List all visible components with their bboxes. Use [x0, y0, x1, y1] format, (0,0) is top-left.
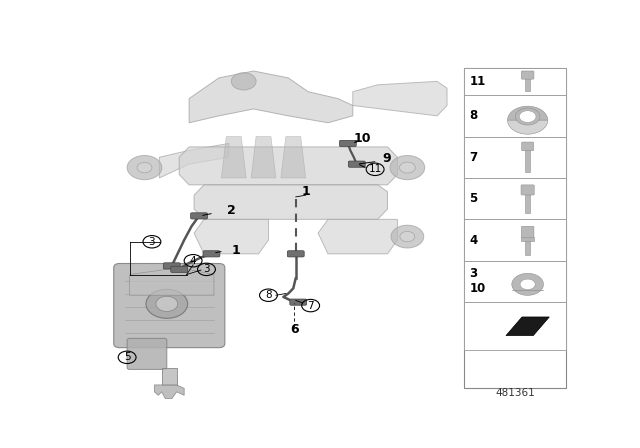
FancyBboxPatch shape [114, 263, 225, 348]
Polygon shape [281, 137, 306, 178]
FancyBboxPatch shape [171, 266, 188, 272]
Text: 3
10: 3 10 [469, 267, 486, 295]
Polygon shape [162, 368, 177, 385]
Text: 8: 8 [265, 290, 272, 300]
Circle shape [391, 225, 424, 248]
Polygon shape [129, 267, 214, 295]
Text: 9: 9 [382, 152, 391, 165]
Text: 11: 11 [369, 164, 381, 174]
Polygon shape [179, 147, 397, 185]
Circle shape [512, 273, 543, 295]
Polygon shape [159, 143, 229, 178]
Text: 5: 5 [124, 352, 131, 362]
Bar [525, 194, 531, 213]
FancyBboxPatch shape [522, 71, 534, 79]
Circle shape [156, 296, 178, 311]
Polygon shape [318, 220, 397, 254]
Text: 4: 4 [190, 256, 196, 266]
FancyBboxPatch shape [290, 299, 307, 305]
Circle shape [146, 289, 188, 319]
Circle shape [231, 73, 256, 90]
FancyBboxPatch shape [127, 338, 167, 370]
FancyBboxPatch shape [522, 142, 534, 151]
Polygon shape [506, 317, 549, 336]
Circle shape [515, 108, 540, 125]
Bar [525, 241, 531, 254]
Polygon shape [221, 137, 246, 178]
FancyBboxPatch shape [191, 213, 207, 219]
Text: 3: 3 [203, 264, 210, 274]
Bar [465, 302, 566, 350]
Bar [525, 150, 530, 172]
Bar [465, 137, 566, 178]
FancyBboxPatch shape [522, 226, 534, 238]
Polygon shape [194, 185, 388, 220]
Bar [465, 261, 566, 302]
Text: 8: 8 [469, 109, 477, 122]
Bar [521, 237, 534, 241]
Polygon shape [189, 71, 353, 123]
Text: 10: 10 [354, 132, 371, 145]
Polygon shape [154, 385, 184, 399]
Polygon shape [353, 82, 447, 116]
Wedge shape [508, 120, 548, 134]
Text: 6: 6 [290, 323, 299, 336]
FancyBboxPatch shape [521, 185, 534, 195]
Text: 4: 4 [469, 233, 477, 246]
Text: 1: 1 [301, 185, 310, 198]
Circle shape [137, 163, 152, 173]
Circle shape [519, 111, 536, 122]
Circle shape [520, 279, 535, 289]
Text: 7: 7 [307, 301, 314, 310]
Text: 2: 2 [227, 204, 236, 217]
Bar [465, 68, 566, 388]
Wedge shape [508, 106, 548, 120]
Text: 481361: 481361 [495, 388, 535, 397]
Bar [465, 178, 566, 220]
Bar [465, 220, 566, 261]
Circle shape [127, 155, 162, 180]
Text: 11: 11 [469, 75, 486, 88]
Bar [525, 78, 531, 91]
Polygon shape [251, 137, 276, 178]
Bar [465, 68, 566, 95]
Text: 5: 5 [469, 192, 477, 205]
Text: 1: 1 [232, 244, 241, 257]
FancyBboxPatch shape [203, 251, 220, 257]
FancyBboxPatch shape [348, 161, 365, 167]
Polygon shape [194, 220, 269, 254]
Circle shape [390, 155, 425, 180]
FancyBboxPatch shape [339, 140, 356, 146]
Circle shape [400, 232, 415, 242]
FancyBboxPatch shape [163, 263, 180, 269]
Bar [465, 95, 566, 137]
FancyBboxPatch shape [287, 251, 304, 257]
Text: 3: 3 [148, 237, 156, 247]
Circle shape [399, 162, 415, 173]
Text: 7: 7 [469, 151, 477, 164]
